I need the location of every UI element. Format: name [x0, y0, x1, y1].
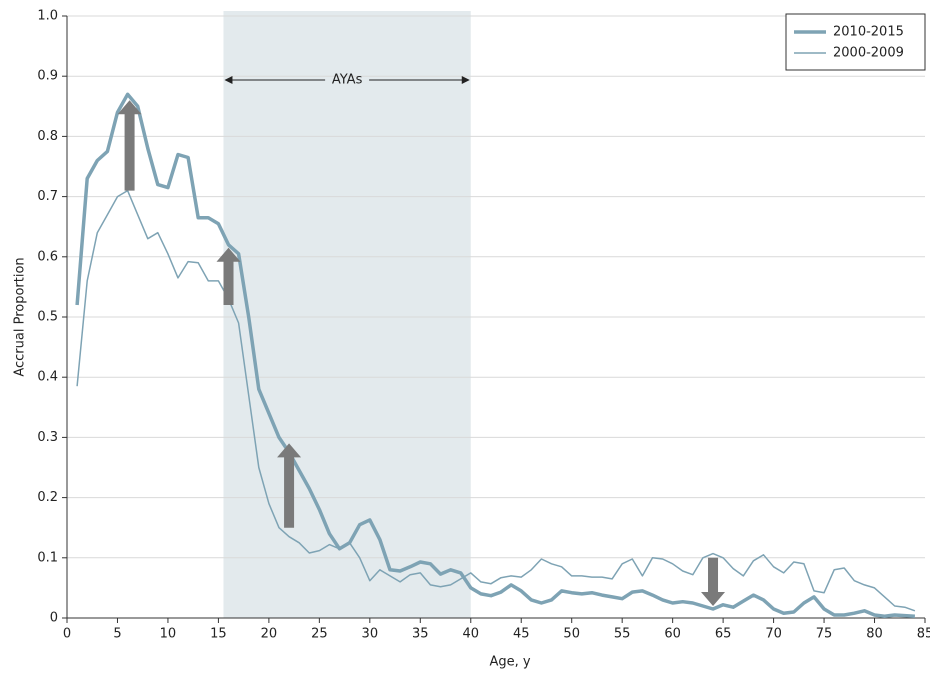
change-arrow [216, 247, 241, 305]
legend-label: 2000-2009 [833, 46, 904, 61]
change-arrow [117, 100, 142, 191]
x-tick-label: 30 [362, 627, 379, 642]
y-axis-label: Accrual Proportion [13, 257, 28, 376]
age-span [223, 11, 471, 618]
x-tick-label: 55 [614, 627, 631, 642]
x-tick-label: 0 [63, 627, 71, 642]
y-tick-label: 0.2 [37, 490, 58, 505]
change-arrow [701, 557, 726, 606]
x-tick-label: 75 [816, 627, 833, 642]
x-axis-label: Age, y [489, 655, 530, 670]
y-tick-label: 0.6 [37, 249, 58, 264]
y-tick-label: 0.3 [37, 430, 58, 445]
y-tick-label: 0.9 [37, 69, 58, 84]
y-tick-label: 0.1 [37, 550, 58, 565]
legend-label: 2010-2015 [833, 25, 904, 40]
x-tick-label: 85 [917, 627, 930, 642]
x-tick-label: 20 [261, 627, 278, 642]
series-line [75, 92, 916, 618]
x-tick-label: 45 [513, 627, 530, 642]
x-tick-label: 70 [765, 627, 782, 642]
x-tick-label: 65 [715, 627, 732, 642]
legend: 2010-2015 2000-2009 [785, 13, 926, 71]
x-tick-label: 40 [462, 627, 479, 642]
series-line [76, 189, 916, 612]
x-tick-label: 15 [210, 627, 227, 642]
x-tick-label: 35 [412, 627, 429, 642]
x-tick-label: 80 [866, 627, 883, 642]
y-tick-label: 0.4 [37, 370, 58, 385]
x-tick-label: 50 [563, 627, 580, 642]
change-arrow [277, 443, 302, 528]
y-tick-label: 0.7 [37, 189, 58, 204]
x-tick-label: 5 [113, 627, 121, 642]
x-tick-label: 60 [664, 627, 681, 642]
x-tick-label: 25 [311, 627, 328, 642]
legend-box [785, 13, 926, 71]
y-tick-label: 0.5 [37, 310, 58, 325]
span-label: AYAs [332, 73, 363, 88]
x-tick-label: 10 [160, 627, 177, 642]
y-tick-label: 0.8 [37, 129, 58, 144]
y-tick-label: 1.0 [37, 9, 58, 24]
y-tick-label: 0 [50, 611, 58, 626]
